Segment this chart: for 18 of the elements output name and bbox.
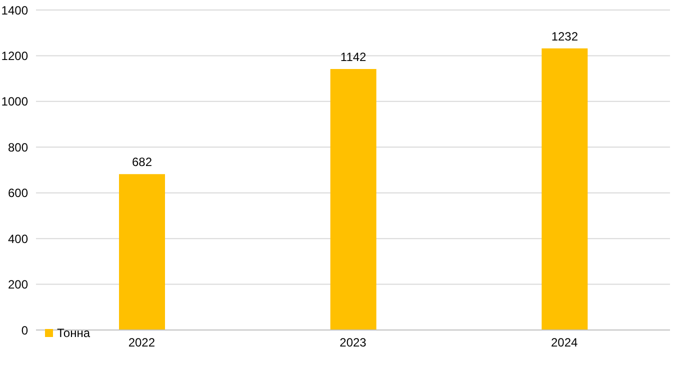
y-tick-label: 1000	[1, 94, 28, 109]
y-tick-label: 1200	[1, 48, 28, 63]
bar	[119, 174, 165, 330]
data-label: 1232	[551, 29, 578, 44]
data-label: 682	[132, 155, 152, 170]
bar	[542, 48, 588, 330]
x-tick-label: 2022	[128, 336, 156, 350]
y-tick-label: 800	[8, 140, 28, 154]
y-tick-label: 600	[8, 186, 28, 200]
data-label: 1142	[340, 50, 367, 64]
x-tick-label: 2024	[550, 336, 578, 350]
y-tick-label: 0	[21, 323, 28, 338]
y-tick-label: 1400	[1, 3, 28, 18]
y-tick-label: 400	[8, 232, 28, 246]
bar	[330, 68, 376, 330]
legend-label: Тонна	[57, 326, 90, 340]
x-tick-label: 2023	[340, 336, 367, 350]
y-tick-label: 200	[8, 278, 28, 292]
